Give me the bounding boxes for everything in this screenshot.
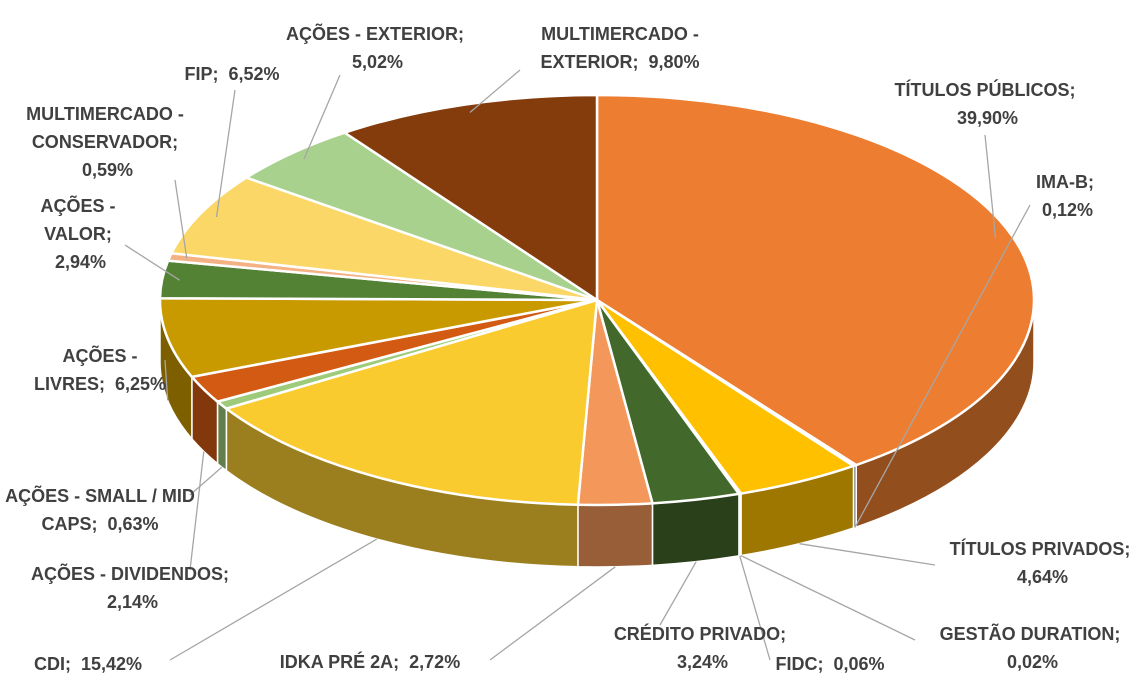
slice-side: [651, 493, 740, 567]
value-label: 39,90%: [956, 108, 1019, 128]
category-label: CRÉDITO PRIVADO;: [613, 624, 787, 644]
value-label: 0,63%: [107, 514, 159, 534]
data-label: IMA-B; 0,12%: [1020, 168, 1110, 224]
category-label: IMA-B;: [1036, 172, 1094, 192]
data-label: AÇÕES - EXTERIOR; 5,02%: [280, 20, 470, 76]
value-label: 2,14%: [106, 592, 159, 612]
data-label: AÇÕES - DIVIDENDOS; 2,14%: [15, 560, 245, 616]
category-label: FIDC;: [775, 654, 824, 674]
leader-line: [659, 561, 697, 626]
slice: [169, 176, 598, 302]
leader-line: [169, 538, 378, 661]
leader-line: [799, 543, 936, 566]
slice: [341, 93, 599, 303]
data-label: CRÉDITO PRIVADO; 3,24%: [595, 620, 805, 676]
leader-line: [174, 179, 188, 259]
category-label: TÍTULOS PÚBLICOS;: [894, 80, 1076, 100]
leader-line: [739, 555, 771, 661]
data-label: MULTIMERCADO - EXTERIOR; 9,80%: [530, 20, 710, 76]
category-label: CDI;: [33, 654, 71, 674]
data-label: TÍTULOS PRIVADOS; 4,64%: [925, 535, 1134, 591]
data-label: MULTIMERCADO - CONSERVADOR; 0,59%: [10, 100, 200, 184]
category-label: AÇÕES - VALOR;: [40, 196, 116, 244]
category-label: AÇÕES - LIVRES;: [33, 346, 138, 394]
category-label: MULTIMERCADO - CONSERVADOR;: [26, 104, 184, 152]
category-label: AÇÕES - EXTERIOR;: [285, 24, 464, 44]
value-label: 6,25%: [114, 374, 167, 394]
leader-line: [984, 134, 997, 239]
slice: [223, 298, 599, 507]
value-label: 5,02%: [351, 52, 404, 72]
leader-line: [740, 555, 916, 641]
value-label: 0,02%: [1006, 652, 1059, 672]
category-label: IDKA PRÉ 2A;: [279, 652, 400, 672]
value-label: 6,52%: [228, 64, 280, 84]
leader-line: [854, 204, 1031, 528]
leader-line: [215, 89, 236, 218]
data-label: AÇÕES - LIVRES; 6,25%: [25, 342, 175, 398]
category-label: TÍTULOS PRIVADOS;: [949, 539, 1131, 559]
slice-side: [216, 400, 228, 473]
value-label: 0,12%: [1041, 200, 1094, 220]
data-label: IDKA PRÉ 2A; 2,72%: [250, 648, 490, 676]
data-label: GESTÃO DURATION; 0,02%: [910, 620, 1134, 676]
value-label: 2,94%: [54, 252, 107, 272]
data-label: AÇÕES - VALOR; 2,94%: [28, 192, 128, 276]
data-label: FIP; 6,52%: [152, 60, 312, 88]
leader-line: [489, 566, 616, 661]
value-label: 15,42%: [80, 654, 143, 674]
category-label: MULTIMERCADO - EXTERIOR;: [540, 24, 699, 72]
category-label: FIP;: [184, 64, 219, 84]
value-label: 0,06%: [833, 654, 885, 674]
leader-line: [124, 244, 180, 281]
value-label: 2,72%: [409, 652, 461, 672]
data-label: FIDC; 0,06%: [755, 650, 905, 677]
category-label: AÇÕES - DIVIDENDOS;: [30, 564, 230, 584]
value-label: 4,64%: [1016, 567, 1069, 587]
data-label: AÇÕES - SMALL / MID CAPS; 0,63%: [0, 482, 200, 538]
slice-side: [577, 502, 654, 568]
slice: [158, 297, 598, 379]
category-label: GESTÃO DURATION;: [939, 624, 1121, 644]
leader-line: [189, 466, 223, 496]
leader-line: [303, 74, 341, 160]
leader-line: [189, 451, 205, 571]
data-label: TÍTULOS PÚBLICOS; 39,90%: [865, 76, 1105, 132]
slice: [595, 93, 1036, 467]
data-label: CDI; 15,42%: [8, 650, 168, 677]
value-label: 0,59%: [81, 160, 134, 180]
value-label: 3,24%: [676, 652, 729, 672]
value-label: 9,80%: [648, 52, 700, 72]
leader-line: [164, 359, 169, 401]
category-label: AÇÕES - SMALL / MID CAPS;: [5, 486, 195, 534]
leader-line: [469, 69, 521, 113]
